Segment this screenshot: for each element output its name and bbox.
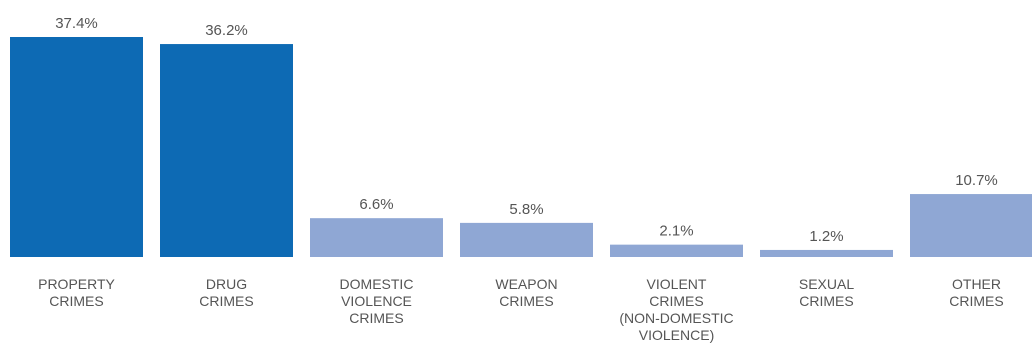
category-label-line: DRUG [206, 276, 247, 292]
value-label-6: 10.7% [955, 172, 998, 189]
value-label-4: 2.1% [659, 223, 693, 240]
value-label-0: 37.4% [55, 15, 98, 32]
category-label-line: CRIMES [649, 293, 703, 309]
category-label-line: VIOLENT [647, 276, 707, 292]
category-label-line: WEAPON [495, 276, 557, 292]
bar-6 [910, 194, 1032, 257]
category-label-3: WEAPON CRIMES [495, 276, 557, 309]
category-label-line: CRIMES [199, 293, 253, 309]
category-label-0: PROPERTY CRIMES [38, 276, 115, 309]
category-label-line: (NON-DOMESTIC [619, 310, 733, 326]
category-label-4: VIOLENT CRIMES (NON-DOMESTIC VIOLENCE) [619, 276, 733, 343]
category-label-line: CRIMES [349, 310, 403, 326]
bar-1 [160, 44, 293, 257]
category-label-line: CRIMES [949, 293, 1003, 309]
value-label-1: 36.2% [205, 22, 248, 39]
category-label-line: CRIMES [49, 293, 103, 309]
value-label-5: 1.2% [809, 228, 843, 245]
category-label-line: SEXUAL [799, 276, 854, 292]
bar-4 [610, 244, 743, 257]
category-label-1: DRUG CRIMES [199, 276, 253, 309]
category-label-2: DOMESTIC VIOLENCE CRIMES [340, 276, 414, 326]
category-label-line: OTHER [952, 276, 1001, 292]
value-labels-group: 37.4% 36.2% 6.6% 5.8% 2.1% 1.2% 10.7% [55, 15, 998, 245]
category-label-line: VIOLENCE) [639, 327, 714, 343]
bar-0 [10, 37, 143, 257]
category-label-6: OTHER CRIMES [949, 276, 1003, 309]
bar-2 [310, 218, 443, 257]
category-label-5: SEXUAL CRIMES [799, 276, 854, 309]
category-label-line: CRIMES [799, 293, 853, 309]
value-label-3: 5.8% [509, 201, 543, 218]
bars-group [10, 37, 1032, 257]
bar-5 [760, 249, 893, 257]
category-label-line: CRIMES [499, 293, 553, 309]
category-label-line: DOMESTIC [340, 276, 414, 292]
value-label-2: 6.6% [359, 196, 393, 213]
category-label-line: PROPERTY [38, 276, 115, 292]
bar-3 [460, 222, 593, 257]
category-label-line: VIOLENCE [341, 293, 412, 309]
